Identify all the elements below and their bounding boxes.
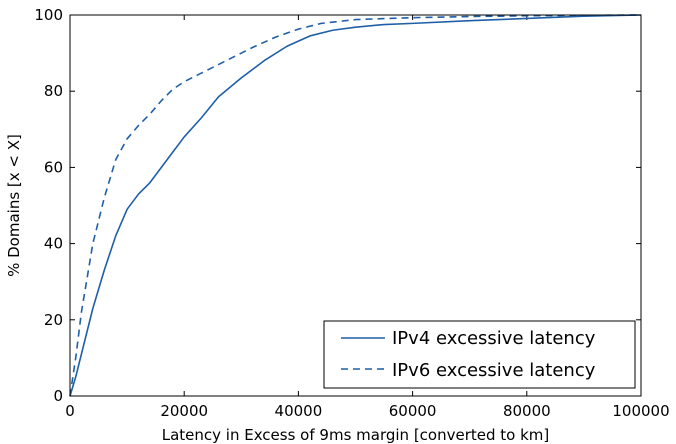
axis-ticks: 0 20000 40000 60000 80000 100000 0 20 40 60 80 100 [34,6,669,420]
legend-label-ipv6: IPv6 excessive latency [392,360,596,381]
x-axis-label: Latency in Excess of 9ms margin [convert… [162,426,550,444]
y-tick-label: 40 [44,235,63,253]
y-tick-label: 80 [44,82,63,100]
plot-frame [69,14,642,397]
series-layer [69,14,642,397]
legend-label-ipv4: IPv4 excessive latency [392,328,596,349]
x-tick-label: 100000 [612,402,669,420]
x-tick-label: 60000 [389,402,437,420]
series-line-ipv4 [69,14,642,397]
x-tick-label: 0 [65,402,75,420]
y-axis-label: % Domains [x < X] [5,134,23,277]
y-tick-label: 60 [44,158,63,176]
series-line-ipv6 [69,14,642,397]
x-tick-label: 80000 [503,402,551,420]
legend: IPv4 excessive latency IPv6 excessive la… [323,320,636,389]
x-tick-label: 20000 [160,402,208,420]
y-tick-label: 0 [53,387,63,405]
y-tick-label: 100 [34,6,63,24]
y-tick-label: 20 [44,311,63,329]
legend-box [323,320,636,389]
x-tick-label: 40000 [275,402,323,420]
